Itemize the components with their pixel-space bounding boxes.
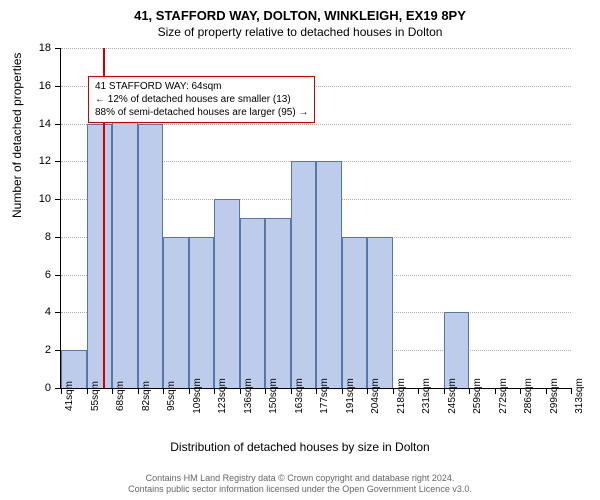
x-tick: [189, 388, 190, 394]
x-tick-label: 204sqm: [370, 378, 381, 414]
x-tick: [214, 388, 215, 394]
histogram-bar: [291, 161, 317, 388]
x-tick: [291, 388, 292, 394]
chart-title-main: 41, STAFFORD WAY, DOLTON, WINKLEIGH, EX1…: [0, 8, 600, 23]
x-tick: [316, 388, 317, 394]
x-tick-label: 163sqm: [294, 378, 305, 414]
x-tick-label: 272sqm: [498, 378, 509, 414]
x-tick-label: 109sqm: [192, 378, 203, 414]
x-tick: [418, 388, 419, 394]
histogram-bar: [214, 199, 240, 388]
info-line-2: ← 12% of detached houses are smaller (13…: [95, 93, 308, 106]
x-tick: [367, 388, 368, 394]
x-tick-label: 218sqm: [396, 378, 407, 414]
y-tick-label: 18: [39, 42, 51, 54]
x-tick-label: 82sqm: [141, 381, 152, 411]
x-tick-label: 313sqm: [574, 378, 585, 414]
x-tick-label: 259sqm: [472, 378, 483, 414]
chart-footer: Contains HM Land Registry data © Crown c…: [0, 473, 600, 496]
footer-line-2: Contains public sector information licen…: [0, 484, 600, 496]
x-tick-label: 41sqm: [64, 381, 75, 411]
histogram-bar: [342, 237, 368, 388]
info-box: 41 STAFFORD WAY: 64sqm ← 12% of detached…: [88, 76, 315, 123]
y-tick: [55, 161, 61, 162]
histogram-bar: [265, 218, 291, 388]
x-axis-title: Distribution of detached houses by size …: [0, 440, 600, 454]
y-axis-title: Number of detached properties: [10, 53, 24, 218]
x-tick: [520, 388, 521, 394]
y-tick: [55, 275, 61, 276]
x-tick: [571, 388, 572, 394]
histogram-bar: [367, 237, 393, 388]
y-tick-label: 4: [45, 306, 51, 318]
x-tick-label: 136sqm: [243, 378, 254, 414]
x-tick: [342, 388, 343, 394]
y-tick-label: 0: [45, 382, 51, 394]
x-tick-label: 150sqm: [268, 378, 279, 414]
x-tick: [546, 388, 547, 394]
histogram-bar: [112, 86, 138, 388]
y-tick-label: 14: [39, 118, 51, 130]
y-tick-label: 12: [39, 155, 51, 167]
x-tick-label: 231sqm: [421, 378, 432, 414]
y-tick: [55, 312, 61, 313]
x-tick-label: 299sqm: [549, 378, 560, 414]
y-tick-label: 8: [45, 231, 51, 243]
x-tick-label: 95sqm: [166, 381, 177, 411]
info-line-1: 41 STAFFORD WAY: 64sqm: [95, 80, 308, 93]
x-tick: [240, 388, 241, 394]
y-tick: [55, 237, 61, 238]
histogram-bar: [87, 124, 113, 388]
y-tick: [55, 86, 61, 87]
x-tick-label: 68sqm: [115, 381, 126, 411]
y-tick: [55, 199, 61, 200]
histogram-bar: [163, 237, 189, 388]
chart-title-sub: Size of property relative to detached ho…: [0, 25, 600, 39]
x-tick-label: 123sqm: [217, 378, 228, 414]
y-tick: [55, 124, 61, 125]
histogram-bar: [444, 312, 470, 388]
x-tick-label: 177sqm: [319, 378, 330, 414]
x-tick: [163, 388, 164, 394]
x-tick: [393, 388, 394, 394]
y-tick-label: 10: [39, 193, 51, 205]
x-tick: [138, 388, 139, 394]
y-tick-label: 2: [45, 344, 51, 356]
histogram-bar: [240, 218, 266, 388]
x-tick: [495, 388, 496, 394]
histogram-bar: [138, 124, 164, 388]
plot-area: 02468101214161841sqm55sqm68sqm82sqm95sqm…: [60, 48, 571, 389]
x-tick: [87, 388, 88, 394]
x-tick-label: 245sqm: [447, 378, 458, 414]
gridline: [61, 48, 571, 49]
x-tick: [61, 388, 62, 394]
footer-line-1: Contains HM Land Registry data © Crown c…: [0, 473, 600, 485]
x-tick: [469, 388, 470, 394]
y-tick-label: 6: [45, 269, 51, 281]
info-line-3: 88% of semi-detached houses are larger (…: [95, 106, 308, 119]
histogram-bar: [316, 161, 342, 388]
x-tick-label: 55sqm: [90, 381, 101, 411]
histogram-bar: [189, 237, 215, 388]
x-tick: [112, 388, 113, 394]
x-tick: [265, 388, 266, 394]
x-tick-label: 191sqm: [345, 378, 356, 414]
y-tick-label: 16: [39, 80, 51, 92]
x-tick-label: 286sqm: [523, 378, 534, 414]
y-tick: [55, 48, 61, 49]
x-tick: [444, 388, 445, 394]
